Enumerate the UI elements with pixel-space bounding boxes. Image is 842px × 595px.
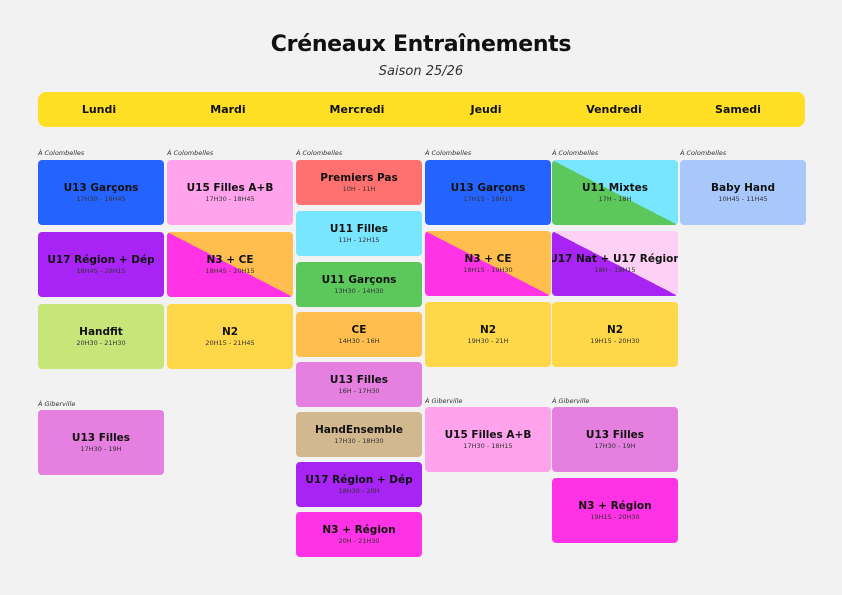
session-title: N2 [479, 323, 497, 336]
location-label: À Colombelles [296, 149, 343, 157]
session-hours: 17H30 - 18H30 [334, 437, 384, 446]
session-title: N2 [221, 325, 239, 338]
location-label: À Colombelles [680, 149, 727, 157]
session-card: N3 + CE 18H15 - 19H30 [425, 231, 551, 296]
location-label: À Giberville [425, 397, 463, 405]
session-card: N2 19H15 - 20H30 [552, 302, 678, 367]
day-samedi: Samedi [715, 103, 761, 116]
session-hours: 17H30 - 18H45 [205, 195, 255, 204]
session-hours: 20H - 21H30 [338, 537, 380, 546]
session-title: U11 Mixtes [581, 181, 648, 194]
session-title: Premiers Pas [320, 171, 398, 184]
session-hours: 18H15 - 19H30 [463, 266, 513, 275]
session-hours: 20H30 - 21H30 [76, 339, 126, 348]
session-card: N3 + CE 18H45 - 20H15 [167, 232, 293, 297]
session-hours: 17H30 - 19H [594, 442, 636, 451]
session-title: U11 Filles [329, 222, 389, 235]
session-card: HandEnsemble 17H30 - 18H30 [296, 412, 422, 457]
session-hours: 19H15 - 20H30 [590, 513, 640, 522]
session-hours: 17H30 - 18H15 [463, 442, 513, 451]
session-card: U15 Filles A+B 17H30 - 18H45 [167, 160, 293, 225]
session-title: N3 + Région [322, 523, 396, 536]
session-card: N3 + Région 20H - 21H30 [296, 512, 422, 557]
session-title: U17 Région + Dép [305, 473, 413, 486]
session-hours: 17H - 18H [598, 195, 632, 204]
session-title: U15 Filles A+B [186, 181, 274, 194]
session-card: N2 20H15 - 21H45 [167, 304, 293, 369]
session-card: Baby Hand 10H45 - 11H45 [680, 160, 806, 225]
session-hours: 14H30 - 16H [338, 337, 380, 346]
location-label: À Colombelles [552, 149, 599, 157]
session-title: N3 + Région [578, 499, 652, 512]
session-hours: 19H15 - 20H30 [590, 337, 640, 346]
session-card: Handfit 20H30 - 21H30 [38, 304, 164, 369]
session-card: U11 Garçons 13H30 - 14H30 [296, 262, 422, 307]
session-hours: 11H - 12H15 [338, 236, 380, 245]
session-hours: 18H45 - 20H15 [205, 267, 255, 276]
day-vendredi: Vendredi [586, 103, 642, 116]
session-card: U13 Filles 17H30 - 19H [38, 410, 164, 475]
session-hours: 17H30 - 19H [80, 445, 122, 454]
session-card: U11 Filles 11H - 12H15 [296, 211, 422, 256]
days-header-bar: Lundi Mardi Mercredi Jeudi Vendredi Same… [38, 92, 805, 127]
session-title: U13 Filles [71, 431, 131, 444]
session-title: U13 Garçons [63, 181, 139, 194]
session-card: N3 + Région 19H15 - 20H30 [552, 478, 678, 543]
session-hours: 16H - 17H30 [338, 387, 380, 396]
session-card: U13 Filles 17H30 - 19H [552, 407, 678, 472]
session-title: U13 Filles [585, 428, 645, 441]
session-title: N3 + CE [206, 253, 254, 266]
day-jeudi: Jeudi [470, 103, 502, 116]
session-hours: 19H30 - 21H [467, 337, 509, 346]
session-card: CE 14H30 - 16H [296, 312, 422, 357]
location-label: À Colombelles [167, 149, 214, 157]
page-title: Créneaux Entraînements [270, 32, 572, 57]
session-title: N3 + CE [464, 252, 512, 265]
session-hours: 17H15 - 18H15 [463, 195, 513, 204]
session-hours: 17H30 - 18H45 [76, 195, 126, 204]
session-card: N2 19H30 - 21H [425, 302, 551, 367]
session-hours: 20H15 - 21H45 [205, 339, 255, 348]
session-title: CE [351, 323, 367, 336]
session-hours: 18H - 19H15 [594, 266, 636, 275]
session-title: U17 Nat + U17 Région [552, 252, 678, 265]
session-card: Premiers Pas 10H - 11H [296, 160, 422, 205]
session-title: Baby Hand [711, 181, 775, 194]
session-card: U15 Filles A+B 17H30 - 18H15 [425, 407, 551, 472]
location-label: À Giberville [38, 400, 76, 408]
session-hours: 13H30 - 14H30 [334, 287, 384, 296]
session-title: HandEnsemble [314, 423, 404, 436]
session-card: U11 Mixtes 17H - 18H [552, 160, 678, 225]
location-label: À Colombelles [38, 149, 85, 157]
session-title: U17 Région + Dép [47, 253, 155, 266]
session-title: U13 Garçons [450, 181, 526, 194]
session-hours: 10H45 - 11H45 [718, 195, 768, 204]
session-card: U17 Nat + U17 Région 18H - 19H15 [552, 231, 678, 296]
session-hours: 18H45 - 20H15 [76, 267, 126, 276]
day-mercredi: Mercredi [329, 103, 385, 116]
session-card: U13 Filles 16H - 17H30 [296, 362, 422, 407]
day-mardi: Mardi [210, 103, 246, 116]
session-card: U17 Région + Dép 18H45 - 20H15 [38, 232, 164, 297]
day-lundi: Lundi [81, 103, 117, 116]
location-label: À Giberville [552, 397, 590, 405]
session-title: U13 Filles [329, 373, 389, 386]
session-title: N2 [606, 323, 624, 336]
location-label: À Colombelles [425, 149, 472, 157]
session-hours: 10H - 11H [342, 185, 376, 194]
session-card: U13 Garçons 17H15 - 18H15 [425, 160, 551, 225]
session-hours: 18H30 - 20H [338, 487, 380, 496]
page-subtitle: Saison 25/26 [378, 64, 464, 79]
session-card: U13 Garçons 17H30 - 18H45 [38, 160, 164, 225]
session-card: U17 Région + Dép 18H30 - 20H [296, 462, 422, 507]
session-title: U15 Filles A+B [444, 428, 532, 441]
session-title: Handfit [79, 325, 123, 338]
session-title: U11 Garçons [321, 273, 397, 286]
